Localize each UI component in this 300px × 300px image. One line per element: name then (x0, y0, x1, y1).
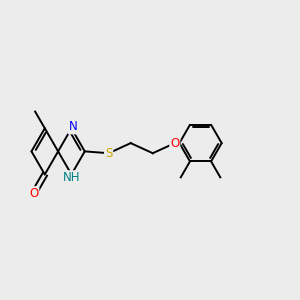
Text: O: O (29, 187, 38, 200)
Text: O: O (170, 136, 179, 150)
Text: S: S (105, 147, 112, 160)
Text: N: N (68, 120, 77, 134)
Text: NH: NH (63, 171, 80, 184)
